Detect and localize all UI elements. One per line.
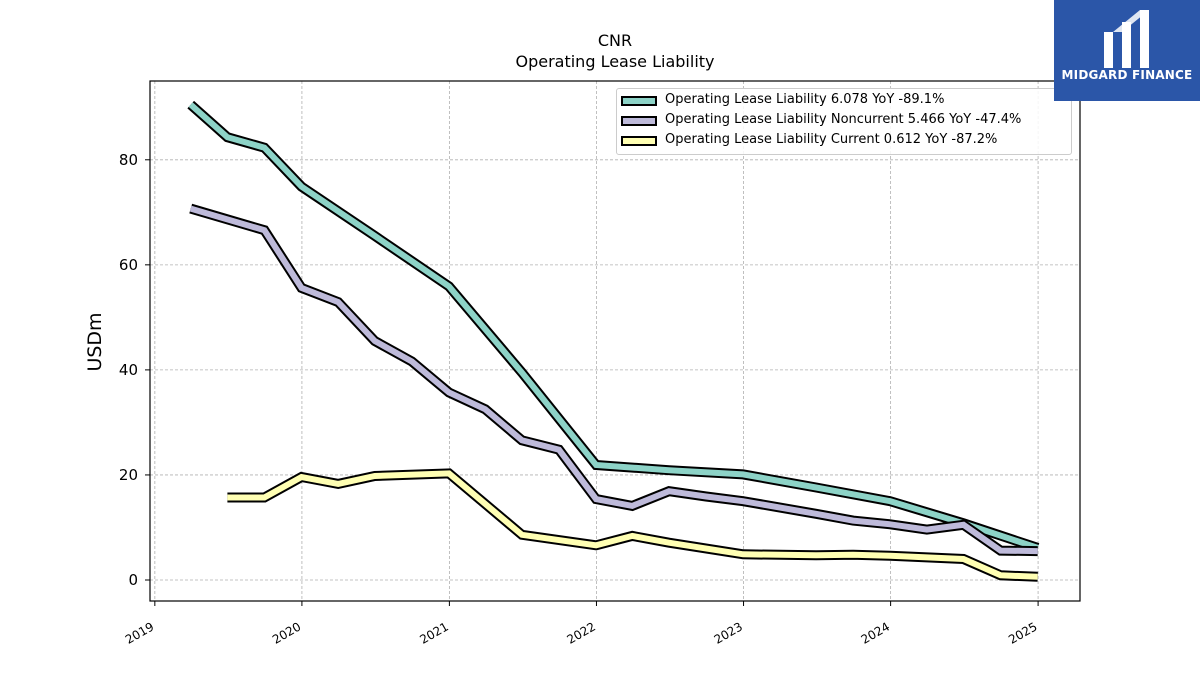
y-tick-label: 20 (119, 466, 138, 484)
legend: Operating Lease Liability 6.078 YoY -89.… (616, 88, 1072, 155)
x-tick-label: 2020 (270, 619, 303, 646)
legend-label-total: Operating Lease Liability 6.078 YoY -89.… (665, 92, 945, 107)
y-tick-label: 80 (119, 151, 138, 169)
legend-label-current: Operating Lease Liability Current 0.612 … (665, 132, 998, 147)
x-tick-label: 2022 (565, 619, 598, 646)
x-tick-label: 2021 (417, 619, 450, 646)
legend-swatch-current (621, 136, 657, 146)
chart-subtitle: Operating Lease Liability (515, 52, 715, 71)
series-current-line (227, 470, 1038, 580)
y-tick-label: 0 (128, 571, 138, 589)
plot-frame (149, 80, 1081, 602)
legend-swatch-total (621, 96, 657, 106)
brand-logo: MIDGARD FINANCE (1054, 0, 1200, 101)
series-noncurrent-line (189, 205, 1038, 555)
x-tick-label: 2019 (123, 619, 156, 646)
logo-mark-icon (1104, 10, 1149, 68)
chart-title: CNR (597, 31, 633, 50)
y-tick-label: 60 (119, 256, 138, 274)
legend-swatch-noncurrent (621, 116, 657, 126)
x-tick-label: 2023 (712, 619, 745, 646)
x-tick-label: 2024 (859, 619, 892, 646)
series-total-line (188, 102, 1039, 551)
logo-text: MIDGARD FINANCE (1061, 68, 1193, 82)
series-layer (187, 100, 1040, 582)
y-tick-label: 40 (119, 361, 138, 379)
legend-label-noncurrent: Operating Lease Liability Noncurrent 5.4… (665, 112, 1022, 127)
x-tick-label: 2025 (1006, 619, 1039, 646)
